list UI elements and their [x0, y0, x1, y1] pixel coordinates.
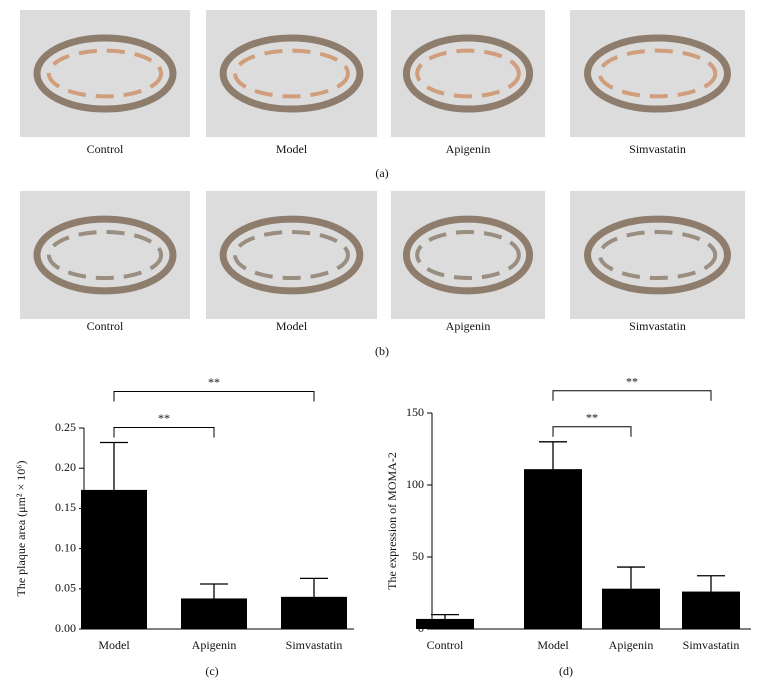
micrograph — [206, 191, 377, 319]
x-tick-label: Apigenin — [192, 638, 237, 652]
significance-label: ** — [208, 375, 220, 389]
micrograph — [206, 10, 377, 137]
stain — [597, 48, 718, 99]
vessel-wall — [584, 215, 731, 295]
y-tick-label: 0.15 — [55, 500, 76, 514]
vessel-wall — [219, 34, 364, 113]
x-tick-label: Control — [427, 638, 464, 652]
bar — [181, 598, 247, 629]
y-axis-label: The expression of MOMA-2 — [385, 452, 399, 590]
x-tick-label: Simvastatin — [683, 638, 740, 652]
x-tick-label: Model — [98, 638, 130, 652]
panel-caption: (b) — [375, 344, 389, 358]
vessel-wall — [584, 34, 731, 113]
bar — [682, 591, 740, 629]
image-label: Apigenin — [446, 319, 491, 333]
chart-caption: (d) — [559, 664, 573, 678]
x-tick-label: Apigenin — [609, 638, 654, 652]
x-tick-label: Model — [537, 638, 569, 652]
significance-label: ** — [626, 375, 638, 389]
significance-bracket — [113, 390, 315, 402]
micrograph — [20, 10, 190, 137]
image-label: Apigenin — [446, 142, 491, 156]
vessel-wall — [33, 215, 177, 295]
micrograph — [391, 10, 545, 137]
stain — [233, 48, 350, 99]
significance-bracket — [552, 426, 632, 437]
x-tick-label: Simvastatin — [286, 638, 343, 652]
bar — [81, 489, 147, 629]
y-tick-label: 100 — [406, 477, 424, 491]
stain — [597, 229, 718, 281]
micrograph — [20, 191, 190, 319]
micrograph — [570, 10, 745, 137]
y-tick-label: 0.25 — [55, 420, 76, 434]
stain — [46, 48, 164, 99]
chart-caption: (c) — [205, 664, 218, 678]
stain — [415, 229, 521, 281]
micrograph — [391, 191, 545, 319]
stain — [415, 48, 521, 99]
y-axis-label: The plaque area (μm² × 10⁶) — [14, 461, 28, 597]
vessel-wall — [219, 215, 364, 295]
y-tick-label: 150 — [406, 405, 424, 419]
y-tick-label: 0.10 — [55, 540, 76, 554]
bar — [416, 618, 474, 629]
significance-bracket — [552, 390, 712, 401]
vessel-wall — [402, 34, 534, 113]
significance-label: ** — [158, 411, 170, 425]
image-label: Control — [87, 142, 124, 156]
bar — [524, 469, 582, 629]
vessel-wall — [402, 215, 534, 295]
stain — [233, 229, 350, 281]
significance-label: ** — [586, 411, 598, 425]
bar — [281, 596, 347, 629]
significance-bracket — [113, 426, 215, 438]
vessel-wall — [33, 34, 177, 113]
image-label: Simvastatin — [629, 142, 686, 156]
bar — [602, 588, 660, 629]
y-tick-label: 0.20 — [55, 460, 76, 474]
y-tick-label: 50 — [412, 549, 424, 563]
image-label: Model — [276, 319, 308, 333]
image-label: Simvastatin — [629, 319, 686, 333]
y-tick-label: 0.05 — [55, 581, 76, 595]
image-label: Model — [276, 142, 308, 156]
image-label: Control — [87, 319, 124, 333]
micrograph — [570, 191, 745, 319]
panel-caption: (a) — [375, 166, 388, 180]
y-tick-label: 0.00 — [55, 621, 76, 635]
stain — [46, 229, 164, 281]
